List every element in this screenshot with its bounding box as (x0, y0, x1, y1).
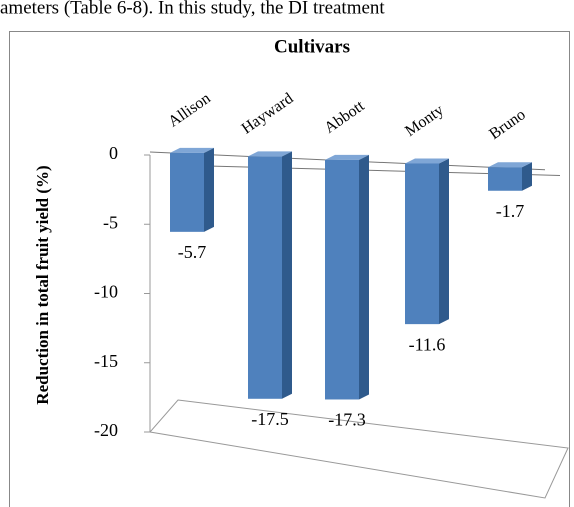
y-tick-label: -10 (94, 282, 118, 302)
bar (248, 156, 282, 399)
bar-side (204, 147, 214, 232)
data-label: -17.3 (328, 410, 366, 430)
x-tick-label: Abbott (321, 97, 368, 137)
floor (149, 399, 569, 499)
x-tick-label: Bruno (486, 106, 529, 143)
bar (488, 167, 522, 191)
x-tick-label: Hayward (239, 90, 297, 138)
data-label: -5.7 (178, 242, 207, 262)
y-tick-label: -5 (103, 212, 118, 232)
header-text: ameters (Table 6-8). In this study, the … (0, 0, 385, 18)
x-tick-label: Monty (402, 102, 447, 140)
bar-top (325, 154, 369, 160)
bar-top (170, 147, 214, 153)
y-tick-label: -15 (94, 351, 118, 371)
chart-border (9, 31, 570, 507)
bar-top (248, 151, 292, 157)
y-tick-label: -20 (94, 420, 118, 440)
bar-side (282, 151, 292, 399)
bar (325, 159, 359, 400)
bar (170, 152, 204, 232)
bar (405, 163, 439, 325)
bar-side (439, 158, 449, 325)
data-label: -11.6 (409, 334, 446, 354)
data-label: -1.7 (496, 201, 525, 221)
x-tick-label: Allison (165, 90, 213, 131)
bar-top (405, 158, 449, 164)
y-axis-label: Reduction in total fruit yield (%) (33, 165, 52, 404)
data-label: -17.5 (251, 409, 289, 429)
bar-side (522, 162, 532, 191)
bar-top (488, 162, 532, 168)
bar-side (359, 154, 369, 400)
chart-title: Cultivars (274, 36, 350, 57)
y-tick-label: 0 (109, 143, 118, 163)
